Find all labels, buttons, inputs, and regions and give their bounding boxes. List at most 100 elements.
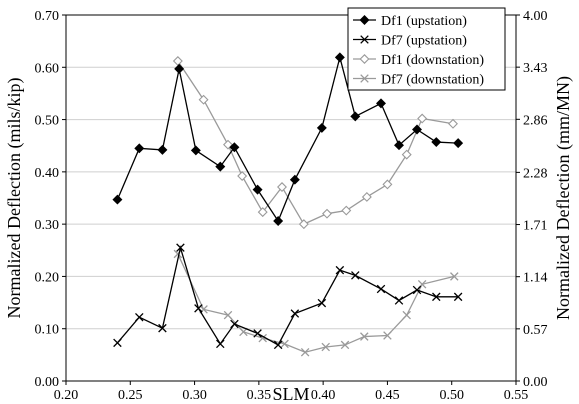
y-tick-label: 0.20 xyxy=(35,270,60,285)
x-marker-stroke xyxy=(223,310,233,320)
data-point xyxy=(300,347,310,357)
data-point xyxy=(453,138,464,149)
y2-tick-label: 2.86 xyxy=(523,113,548,128)
y2-tick-label: 3.43 xyxy=(523,61,548,76)
x-tick-label: 0.45 xyxy=(375,388,400,403)
x-tick-label: 0.35 xyxy=(247,388,272,403)
x-marker-stroke xyxy=(321,342,330,352)
data-point xyxy=(432,292,441,302)
data-point xyxy=(360,332,369,341)
legend-entry: Df1 (downstation) xyxy=(353,53,484,68)
x-marker-stroke xyxy=(317,298,327,308)
x-marker-stroke xyxy=(412,285,422,295)
data-point xyxy=(157,144,168,155)
y-tick-label: 0.60 xyxy=(35,61,60,76)
x-marker-stroke xyxy=(176,243,185,252)
data-point xyxy=(273,340,283,350)
series-line xyxy=(177,253,455,353)
x-marker-stroke xyxy=(113,338,122,348)
data-point xyxy=(198,94,209,105)
data-point xyxy=(216,339,225,349)
x-marker-stroke xyxy=(194,304,203,313)
data-point xyxy=(290,309,300,318)
data-point xyxy=(134,143,145,154)
x-tick-label: 0.30 xyxy=(182,388,207,403)
data-point xyxy=(322,208,332,219)
legend-label: Df1 (downstation) xyxy=(381,53,484,68)
data-point xyxy=(112,194,123,205)
data-point xyxy=(223,310,233,320)
x-marker-stroke xyxy=(383,331,392,340)
data-point xyxy=(321,342,330,352)
x-tick-label: 0.55 xyxy=(504,388,529,403)
y-tick-label: 0.50 xyxy=(35,114,60,129)
data-point xyxy=(237,171,248,182)
data-point xyxy=(173,249,183,259)
data-point xyxy=(394,140,404,151)
data-point xyxy=(174,63,185,74)
data-point xyxy=(316,122,327,133)
x-marker-stroke xyxy=(216,339,225,349)
legend-label: Df7 (upstation) xyxy=(381,34,467,49)
series-layer xyxy=(112,52,464,357)
x-marker-stroke xyxy=(280,339,289,349)
x-marker-stroke xyxy=(258,333,267,343)
y2-tick-label: 1.71 xyxy=(523,219,548,234)
data-point xyxy=(190,145,201,156)
y-axis-title: Normalized Deflection (mils/kip) xyxy=(4,78,25,319)
x-marker-stroke xyxy=(351,271,360,280)
x-marker-stroke xyxy=(253,329,262,338)
x-marker-stroke xyxy=(290,309,300,318)
data-point xyxy=(341,205,352,216)
series-line xyxy=(116,245,459,346)
x-marker-stroke xyxy=(360,332,369,341)
data-point xyxy=(252,184,263,195)
y-tick-label: 0.40 xyxy=(35,166,60,181)
x-tick-label: 0.50 xyxy=(439,388,464,403)
data-point xyxy=(215,161,226,172)
gridlines xyxy=(66,14,516,382)
legend-entry: Df7 (downstation) xyxy=(353,73,484,88)
x-marker-stroke xyxy=(402,310,411,320)
x-marker-stroke xyxy=(340,340,350,350)
x-marker-stroke xyxy=(300,347,310,357)
legend-label: Df7 (downstation) xyxy=(381,73,484,88)
y-tick-label: 0.00 xyxy=(35,375,60,390)
data-point xyxy=(135,312,144,322)
data-point xyxy=(351,271,360,280)
x-marker-stroke xyxy=(158,323,167,333)
data-point xyxy=(448,118,458,129)
data-point xyxy=(298,219,309,230)
y2-tick-label: 0.00 xyxy=(523,375,548,390)
series-2 xyxy=(172,56,458,230)
legend: Df1 (upstation) Df7 (upstation) Df1 (downs… xyxy=(347,7,506,91)
y-tick-label: 0.10 xyxy=(35,323,60,338)
legend-entry: Df1 (upstation) xyxy=(353,14,467,29)
y2-tick-label: 1.14 xyxy=(523,271,548,286)
x-axis-title: SLM xyxy=(272,384,309,404)
data-point xyxy=(450,272,459,281)
data-point xyxy=(453,292,463,302)
x-marker-stroke xyxy=(335,265,345,275)
plot-area xyxy=(65,14,517,382)
data-point xyxy=(401,149,412,160)
x-marker-stroke xyxy=(376,284,386,294)
series-0 xyxy=(112,52,464,226)
y-tick-label: 0.30 xyxy=(35,218,60,233)
legend-marker xyxy=(359,54,370,64)
x-marker-stroke xyxy=(173,249,183,259)
x-marker-stroke xyxy=(394,296,404,305)
data-point xyxy=(412,124,422,135)
y-tick-label: 0.70 xyxy=(35,9,60,24)
data-point xyxy=(417,113,428,124)
x-tick-label: 0.40 xyxy=(311,388,336,403)
legend-entry: Df7 (upstation) xyxy=(353,34,467,49)
data-point xyxy=(230,319,239,329)
data-point xyxy=(194,304,203,313)
data-point xyxy=(402,310,411,320)
data-point xyxy=(431,137,442,148)
data-point xyxy=(289,174,300,185)
x-tick-label: 0.25 xyxy=(118,388,143,403)
axis-ticks: 0.00 0.10 0.20 0.30 0.40 0.50 0.60 0.70 0.00 0.57… xyxy=(35,9,548,403)
